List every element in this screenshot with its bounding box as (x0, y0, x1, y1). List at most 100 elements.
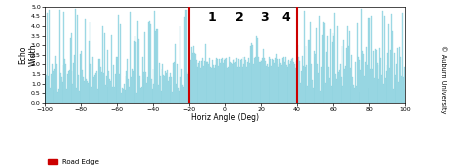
Bar (323, 22, 324, 103)
Bar (380, 58, 381, 103)
Bar (286, 65, 287, 103)
Bar (49, 10, 50, 103)
Bar (131, 78, 132, 103)
Bar (51, 74, 52, 103)
Bar (87, 81, 88, 103)
Bar (351, 55, 352, 103)
Bar (335, 74, 336, 103)
Bar (133, 71, 134, 103)
Bar (304, 11, 305, 103)
Bar (261, 61, 262, 103)
Bar (53, 71, 54, 103)
Bar (200, 68, 201, 103)
Bar (168, 81, 169, 103)
Bar (387, 53, 388, 103)
Bar (400, 57, 401, 103)
Bar (332, 42, 333, 103)
Bar (66, 89, 67, 103)
Bar (99, 59, 100, 103)
Bar (145, 72, 146, 103)
Bar (74, 55, 75, 103)
Bar (246, 67, 247, 103)
Bar (216, 58, 217, 103)
Bar (139, 76, 140, 103)
Bar (397, 48, 398, 103)
Bar (308, 41, 309, 103)
Bar (256, 36, 257, 103)
Bar (152, 89, 153, 103)
Bar (368, 18, 369, 103)
Bar (331, 86, 332, 103)
Legend: Road Edge, Echo Width: Road Edge, Echo Width (49, 159, 102, 166)
Bar (360, 70, 361, 103)
Bar (299, 61, 300, 103)
Bar (79, 91, 80, 103)
Bar (126, 71, 127, 103)
Bar (241, 59, 242, 103)
Bar (343, 40, 344, 103)
Bar (324, 23, 325, 103)
Bar (238, 59, 239, 103)
Bar (266, 66, 267, 103)
Bar (399, 47, 400, 103)
Bar (123, 89, 124, 103)
Bar (70, 38, 71, 103)
Bar (268, 67, 269, 103)
Bar (257, 38, 258, 103)
Bar (233, 60, 234, 103)
Bar (306, 65, 307, 103)
Bar (234, 63, 235, 103)
Bar (84, 82, 85, 103)
Bar (385, 78, 386, 103)
Bar (338, 72, 339, 103)
Bar (352, 77, 353, 103)
Bar (264, 58, 265, 103)
Bar (134, 41, 135, 103)
Bar (121, 93, 122, 103)
Bar (141, 87, 142, 103)
Bar (390, 50, 391, 103)
Bar (262, 58, 263, 103)
Bar (214, 68, 215, 103)
Bar (59, 10, 60, 103)
Bar (164, 76, 165, 103)
Bar (144, 32, 145, 103)
Bar (280, 63, 281, 103)
Bar (183, 86, 184, 103)
Bar (235, 62, 236, 103)
Bar (350, 68, 351, 103)
Bar (243, 64, 244, 103)
Bar (375, 49, 376, 103)
Bar (143, 72, 144, 103)
Bar (220, 63, 221, 103)
Bar (185, 10, 186, 103)
Bar (56, 64, 57, 103)
Bar (119, 74, 120, 103)
Bar (401, 76, 402, 103)
Bar (117, 57, 118, 103)
Bar (287, 67, 288, 103)
Bar (251, 42, 252, 103)
Bar (245, 60, 246, 103)
Bar (356, 86, 357, 103)
Bar (188, 72, 189, 103)
Bar (404, 67, 405, 103)
Bar (122, 88, 123, 103)
Bar (207, 62, 208, 103)
Bar (58, 89, 59, 103)
Bar (48, 76, 49, 103)
Bar (392, 31, 393, 103)
Bar (130, 12, 131, 103)
Bar (169, 77, 170, 103)
Bar (184, 17, 185, 103)
Bar (153, 84, 154, 103)
Bar (92, 57, 93, 103)
Bar (231, 63, 232, 103)
Bar (254, 58, 255, 103)
Bar (372, 69, 373, 103)
X-axis label: Horiz Angle (Deg): Horiz Angle (Deg) (191, 114, 259, 123)
Bar (211, 68, 212, 103)
Bar (315, 54, 316, 103)
Bar (129, 87, 130, 103)
Bar (182, 85, 183, 103)
